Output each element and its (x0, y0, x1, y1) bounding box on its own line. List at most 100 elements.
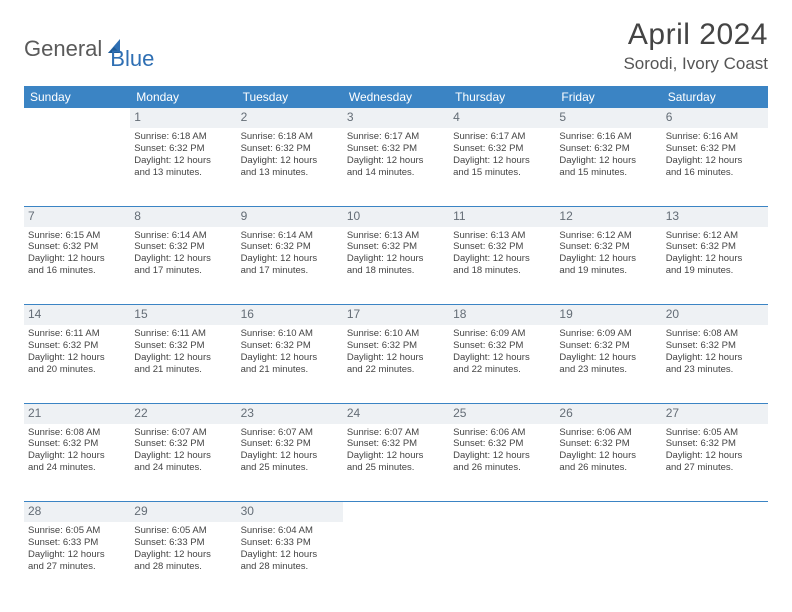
sunset-text: Sunset: 6:32 PM (134, 438, 232, 450)
week-content-row: Sunrise: 6:05 AMSunset: 6:33 PMDaylight:… (24, 522, 768, 600)
daylight-text-2: and 25 minutes. (347, 462, 445, 474)
day-number-cell: 3 (343, 108, 449, 128)
day-content-cell (555, 522, 661, 600)
week-daynum-row: 789 10 11 12 13 (24, 206, 768, 227)
daylight-text-2: and 18 minutes. (453, 265, 551, 277)
sunrise-text: Sunrise: 6:18 AM (134, 131, 232, 143)
logo-text-blue: Blue (110, 46, 154, 72)
sunset-text: Sunset: 6:32 PM (559, 143, 657, 155)
daylight-text-2: and 23 minutes. (559, 364, 657, 376)
sunrise-text: Sunrise: 6:16 AM (559, 131, 657, 143)
daylight-text-2: and 27 minutes. (28, 561, 126, 573)
day-number: 1 (134, 110, 232, 125)
sunrise-text: Sunrise: 6:07 AM (347, 427, 445, 439)
day-number: 12 (559, 209, 657, 224)
day-content-cell: Sunrise: 6:13 AMSunset: 6:32 PMDaylight:… (343, 227, 449, 305)
day-number-cell: 6 (662, 108, 768, 128)
daylight-text-2: and 20 minutes. (28, 364, 126, 376)
day-number-cell (662, 502, 768, 523)
daylight-text-1: Daylight: 12 hours (453, 155, 551, 167)
sunset-text: Sunset: 6:32 PM (347, 438, 445, 450)
sunset-text: Sunset: 6:32 PM (241, 143, 339, 155)
sunrise-text: Sunrise: 6:10 AM (347, 328, 445, 340)
day-number: 17 (347, 307, 445, 322)
daylight-text-1: Daylight: 12 hours (453, 253, 551, 265)
daylight-text-1: Daylight: 12 hours (666, 155, 764, 167)
day-number: 6 (666, 110, 764, 125)
sunset-text: Sunset: 6:33 PM (241, 537, 339, 549)
day-number-cell: 17 (343, 305, 449, 326)
sunrise-text: Sunrise: 6:08 AM (666, 328, 764, 340)
day-number: 15 (134, 307, 232, 322)
sunset-text: Sunset: 6:32 PM (666, 241, 764, 253)
daylight-text-2: and 16 minutes. (666, 167, 764, 179)
day-content-cell: Sunrise: 6:05 AMSunset: 6:33 PMDaylight:… (24, 522, 130, 600)
sunrise-text: Sunrise: 6:12 AM (559, 230, 657, 242)
day-number-cell: 8 (130, 206, 236, 227)
day-number-cell: 15 (130, 305, 236, 326)
daylight-text-2: and 27 minutes. (666, 462, 764, 474)
daylight-text-1: Daylight: 12 hours (134, 155, 232, 167)
sunrise-text: Sunrise: 6:17 AM (347, 131, 445, 143)
day-number: 10 (347, 209, 445, 224)
sunset-text: Sunset: 6:32 PM (559, 340, 657, 352)
day-content-cell: Sunrise: 6:08 AMSunset: 6:32 PMDaylight:… (662, 325, 768, 403)
day-content-cell: Sunrise: 6:11 AMSunset: 6:32 PMDaylight:… (130, 325, 236, 403)
daylight-text-2: and 17 minutes. (241, 265, 339, 277)
sunset-text: Sunset: 6:32 PM (559, 438, 657, 450)
daylight-text-2: and 19 minutes. (559, 265, 657, 277)
daylight-text-2: and 22 minutes. (453, 364, 551, 376)
day-number: 14 (28, 307, 126, 322)
sunrise-text: Sunrise: 6:10 AM (241, 328, 339, 340)
day-number: 20 (666, 307, 764, 322)
daylight-text-1: Daylight: 12 hours (28, 352, 126, 364)
daylight-text-1: Daylight: 12 hours (453, 352, 551, 364)
day-content-cell: Sunrise: 6:09 AMSunset: 6:32 PMDaylight:… (555, 325, 661, 403)
day-number-cell: 24 (343, 403, 449, 424)
daylight-text-1: Daylight: 12 hours (666, 450, 764, 462)
day-number: 7 (28, 209, 126, 224)
sunset-text: Sunset: 6:32 PM (28, 438, 126, 450)
sunset-text: Sunset: 6:32 PM (347, 143, 445, 155)
day-number: 11 (453, 209, 551, 224)
sunset-text: Sunset: 6:32 PM (28, 340, 126, 352)
day-number: 19 (559, 307, 657, 322)
day-number-cell (555, 502, 661, 523)
day-number: 18 (453, 307, 551, 322)
day-number: 13 (666, 209, 764, 224)
day-content-cell (24, 128, 130, 206)
weekday-header: Friday (555, 86, 661, 108)
day-number: 23 (241, 406, 339, 421)
day-content-cell (343, 522, 449, 600)
daylight-text-2: and 21 minutes. (134, 364, 232, 376)
day-number-cell: 9 (237, 206, 343, 227)
day-content-cell: Sunrise: 6:09 AMSunset: 6:32 PMDaylight:… (449, 325, 555, 403)
day-number-cell: 27 (662, 403, 768, 424)
title-block: April 2024 Sorodi, Ivory Coast (623, 18, 768, 74)
day-number-cell: 1 (130, 108, 236, 128)
day-number-cell: 5 (555, 108, 661, 128)
day-number-cell: 22 (130, 403, 236, 424)
sunset-text: Sunset: 6:32 PM (241, 340, 339, 352)
sunrise-text: Sunrise: 6:16 AM (666, 131, 764, 143)
daylight-text-2: and 26 minutes. (453, 462, 551, 474)
sunrise-text: Sunrise: 6:13 AM (453, 230, 551, 242)
sunrise-text: Sunrise: 6:12 AM (666, 230, 764, 242)
day-content-cell: Sunrise: 6:08 AMSunset: 6:32 PMDaylight:… (24, 424, 130, 502)
daylight-text-2: and 24 minutes. (28, 462, 126, 474)
sunset-text: Sunset: 6:32 PM (134, 340, 232, 352)
day-number-cell: 7 (24, 206, 130, 227)
daylight-text-1: Daylight: 12 hours (559, 352, 657, 364)
day-number-cell: 11 (449, 206, 555, 227)
weekday-header: Sunday (24, 86, 130, 108)
day-number-cell (449, 502, 555, 523)
day-number-cell: 20 (662, 305, 768, 326)
sunrise-text: Sunrise: 6:15 AM (28, 230, 126, 242)
day-number-cell: 10 (343, 206, 449, 227)
sunrise-text: Sunrise: 6:08 AM (28, 427, 126, 439)
day-number: 21 (28, 406, 126, 421)
day-content-cell: Sunrise: 6:10 AMSunset: 6:32 PMDaylight:… (343, 325, 449, 403)
day-content-cell: Sunrise: 6:16 AMSunset: 6:32 PMDaylight:… (662, 128, 768, 206)
sunrise-text: Sunrise: 6:14 AM (241, 230, 339, 242)
sunset-text: Sunset: 6:32 PM (666, 143, 764, 155)
